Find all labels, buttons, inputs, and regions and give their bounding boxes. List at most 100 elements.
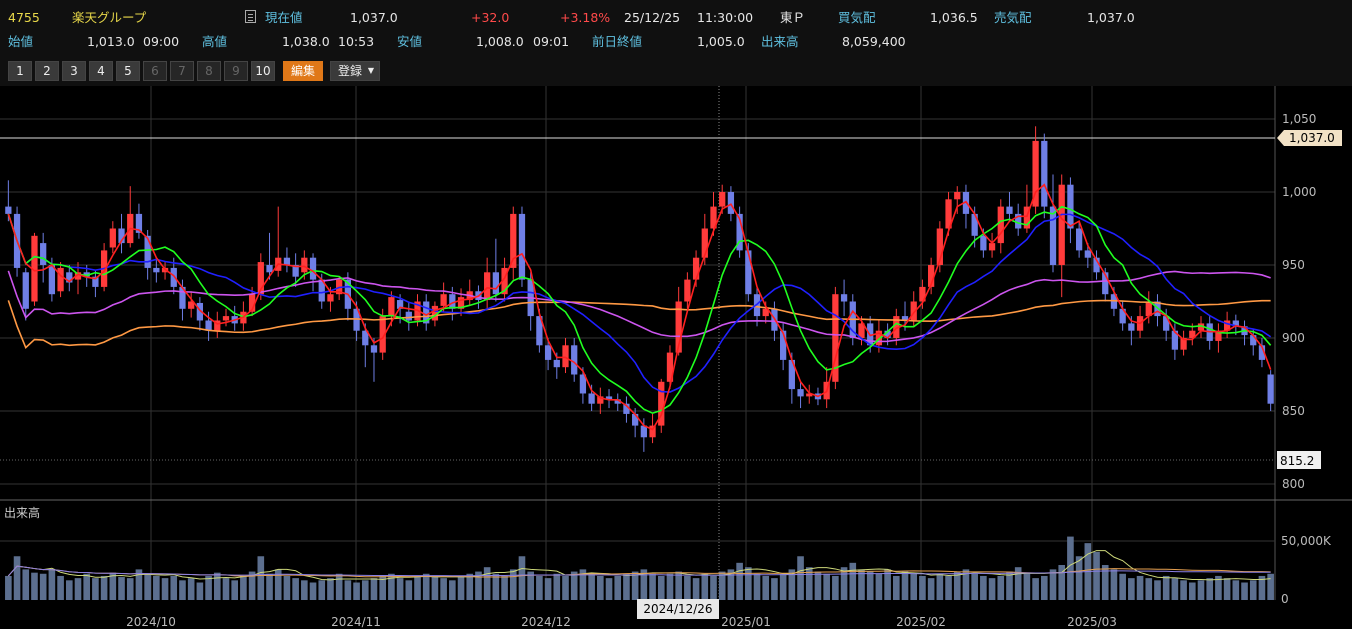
volume-bar [1032, 578, 1039, 600]
preset-button-8[interactable]: 8 [197, 61, 221, 81]
volume-bar [353, 582, 360, 600]
volume-bar [657, 575, 665, 600]
volume-bar [48, 569, 56, 600]
candle-body [536, 316, 543, 346]
volume-bar [849, 562, 857, 600]
volume-bar [1040, 575, 1048, 600]
volume-tick-label: 0 [1281, 592, 1289, 606]
candlestick-chart[interactable]: 1,050 1,000 950 900 850 800 1,037.0 815.2 出来高 50,… [0, 86, 1352, 629]
high-time: 10:53 [338, 34, 375, 49]
volume-bar [205, 575, 212, 600]
candle-body [1093, 257, 1100, 273]
volume-bar [579, 569, 587, 600]
volume-bar [701, 573, 709, 600]
candle-body [362, 330, 369, 346]
document-icon[interactable] [245, 10, 256, 23]
volume-bar [222, 578, 230, 600]
candle-body [727, 192, 735, 214]
volume-bar [710, 575, 717, 600]
volume-bar [1171, 578, 1179, 600]
candle-body [492, 272, 499, 295]
volume-bar [92, 578, 99, 600]
volume-bar [736, 562, 743, 600]
volume-bar [570, 571, 578, 600]
preset-button-6[interactable]: 6 [143, 61, 167, 81]
candle-body [57, 267, 64, 292]
volume-bar [100, 575, 108, 600]
candle-body [1163, 316, 1170, 331]
candle-body [109, 228, 116, 248]
preset-button-9[interactable]: 9 [224, 61, 248, 81]
preset-button-3[interactable]: 3 [62, 61, 86, 81]
volume-bar [170, 575, 178, 600]
volume-bar [832, 575, 839, 600]
volume-bar [492, 573, 500, 600]
preset-button-5[interactable]: 5 [116, 61, 140, 81]
candle-body [1049, 206, 1057, 265]
candle-body [1128, 323, 1135, 331]
ma-line-10 [7, 205, 1272, 415]
candle-body [388, 297, 395, 317]
edit-button[interactable]: 編集 [283, 61, 323, 81]
volume-bar [344, 580, 352, 600]
volume-bar [1215, 575, 1222, 600]
volume-bar [361, 580, 369, 600]
candle-body [266, 265, 273, 273]
candle-body [832, 294, 839, 382]
candle-body [484, 272, 491, 301]
volume-bar [884, 569, 891, 600]
volume-bar [248, 571, 256, 600]
volume-bar [1258, 575, 1266, 600]
candle-body [632, 413, 639, 426]
preset-button-10[interactable]: 10 [251, 61, 275, 81]
candle-body [48, 265, 56, 295]
volume-bar [1267, 573, 1274, 600]
preset-button-2[interactable]: 2 [35, 61, 59, 81]
volume-bar [797, 556, 804, 600]
candle-body [797, 389, 804, 397]
candle-body [840, 294, 848, 302]
volume-bar [544, 578, 552, 600]
volume-bar [588, 573, 595, 600]
candle-body [92, 276, 99, 287]
x-axis-label: 2024/12 [521, 615, 571, 629]
preset-button-1[interactable]: 1 [8, 61, 32, 81]
candle-body [135, 213, 143, 233]
volume-bar [953, 571, 961, 600]
candle-body [31, 235, 38, 302]
volume-bar [597, 575, 604, 600]
preset-button-7[interactable]: 7 [170, 61, 194, 81]
crosshair-date-box [637, 599, 719, 619]
volume-bar [39, 573, 47, 600]
candle-body [518, 213, 526, 280]
candle-body [1067, 184, 1074, 229]
volume-tick-label: 50,000K [1281, 534, 1332, 548]
candle-body [701, 228, 708, 258]
register-button[interactable]: 登録 ▼ [330, 61, 380, 81]
volume-bar [605, 578, 613, 600]
candle-body [5, 206, 12, 214]
candle-body [188, 301, 195, 309]
volume-bar [997, 575, 1005, 600]
prev-close-label: 前日終値 [592, 34, 643, 49]
open-value: 1,013.0 [87, 34, 135, 49]
volume-bar [431, 575, 439, 600]
candle-body [440, 294, 447, 306]
volume-bar [266, 573, 273, 600]
candle-body [666, 352, 674, 382]
volume-bar [1014, 567, 1022, 600]
x-axis-label: 2025/02 [896, 615, 946, 629]
candle-body [510, 213, 517, 268]
candle-body [1032, 140, 1039, 207]
volume-bar [118, 577, 125, 600]
candle-body [1023, 206, 1031, 229]
candle-body [1197, 323, 1205, 331]
price-tick-label: 950 [1282, 258, 1305, 272]
candle-body [292, 265, 299, 277]
volume-bar [840, 567, 848, 600]
candle-body [1041, 140, 1048, 207]
volume-bar [187, 578, 195, 600]
volume-bar [518, 556, 526, 600]
preset-button-4[interactable]: 4 [89, 61, 113, 81]
stock-code: 4755 [8, 10, 40, 25]
